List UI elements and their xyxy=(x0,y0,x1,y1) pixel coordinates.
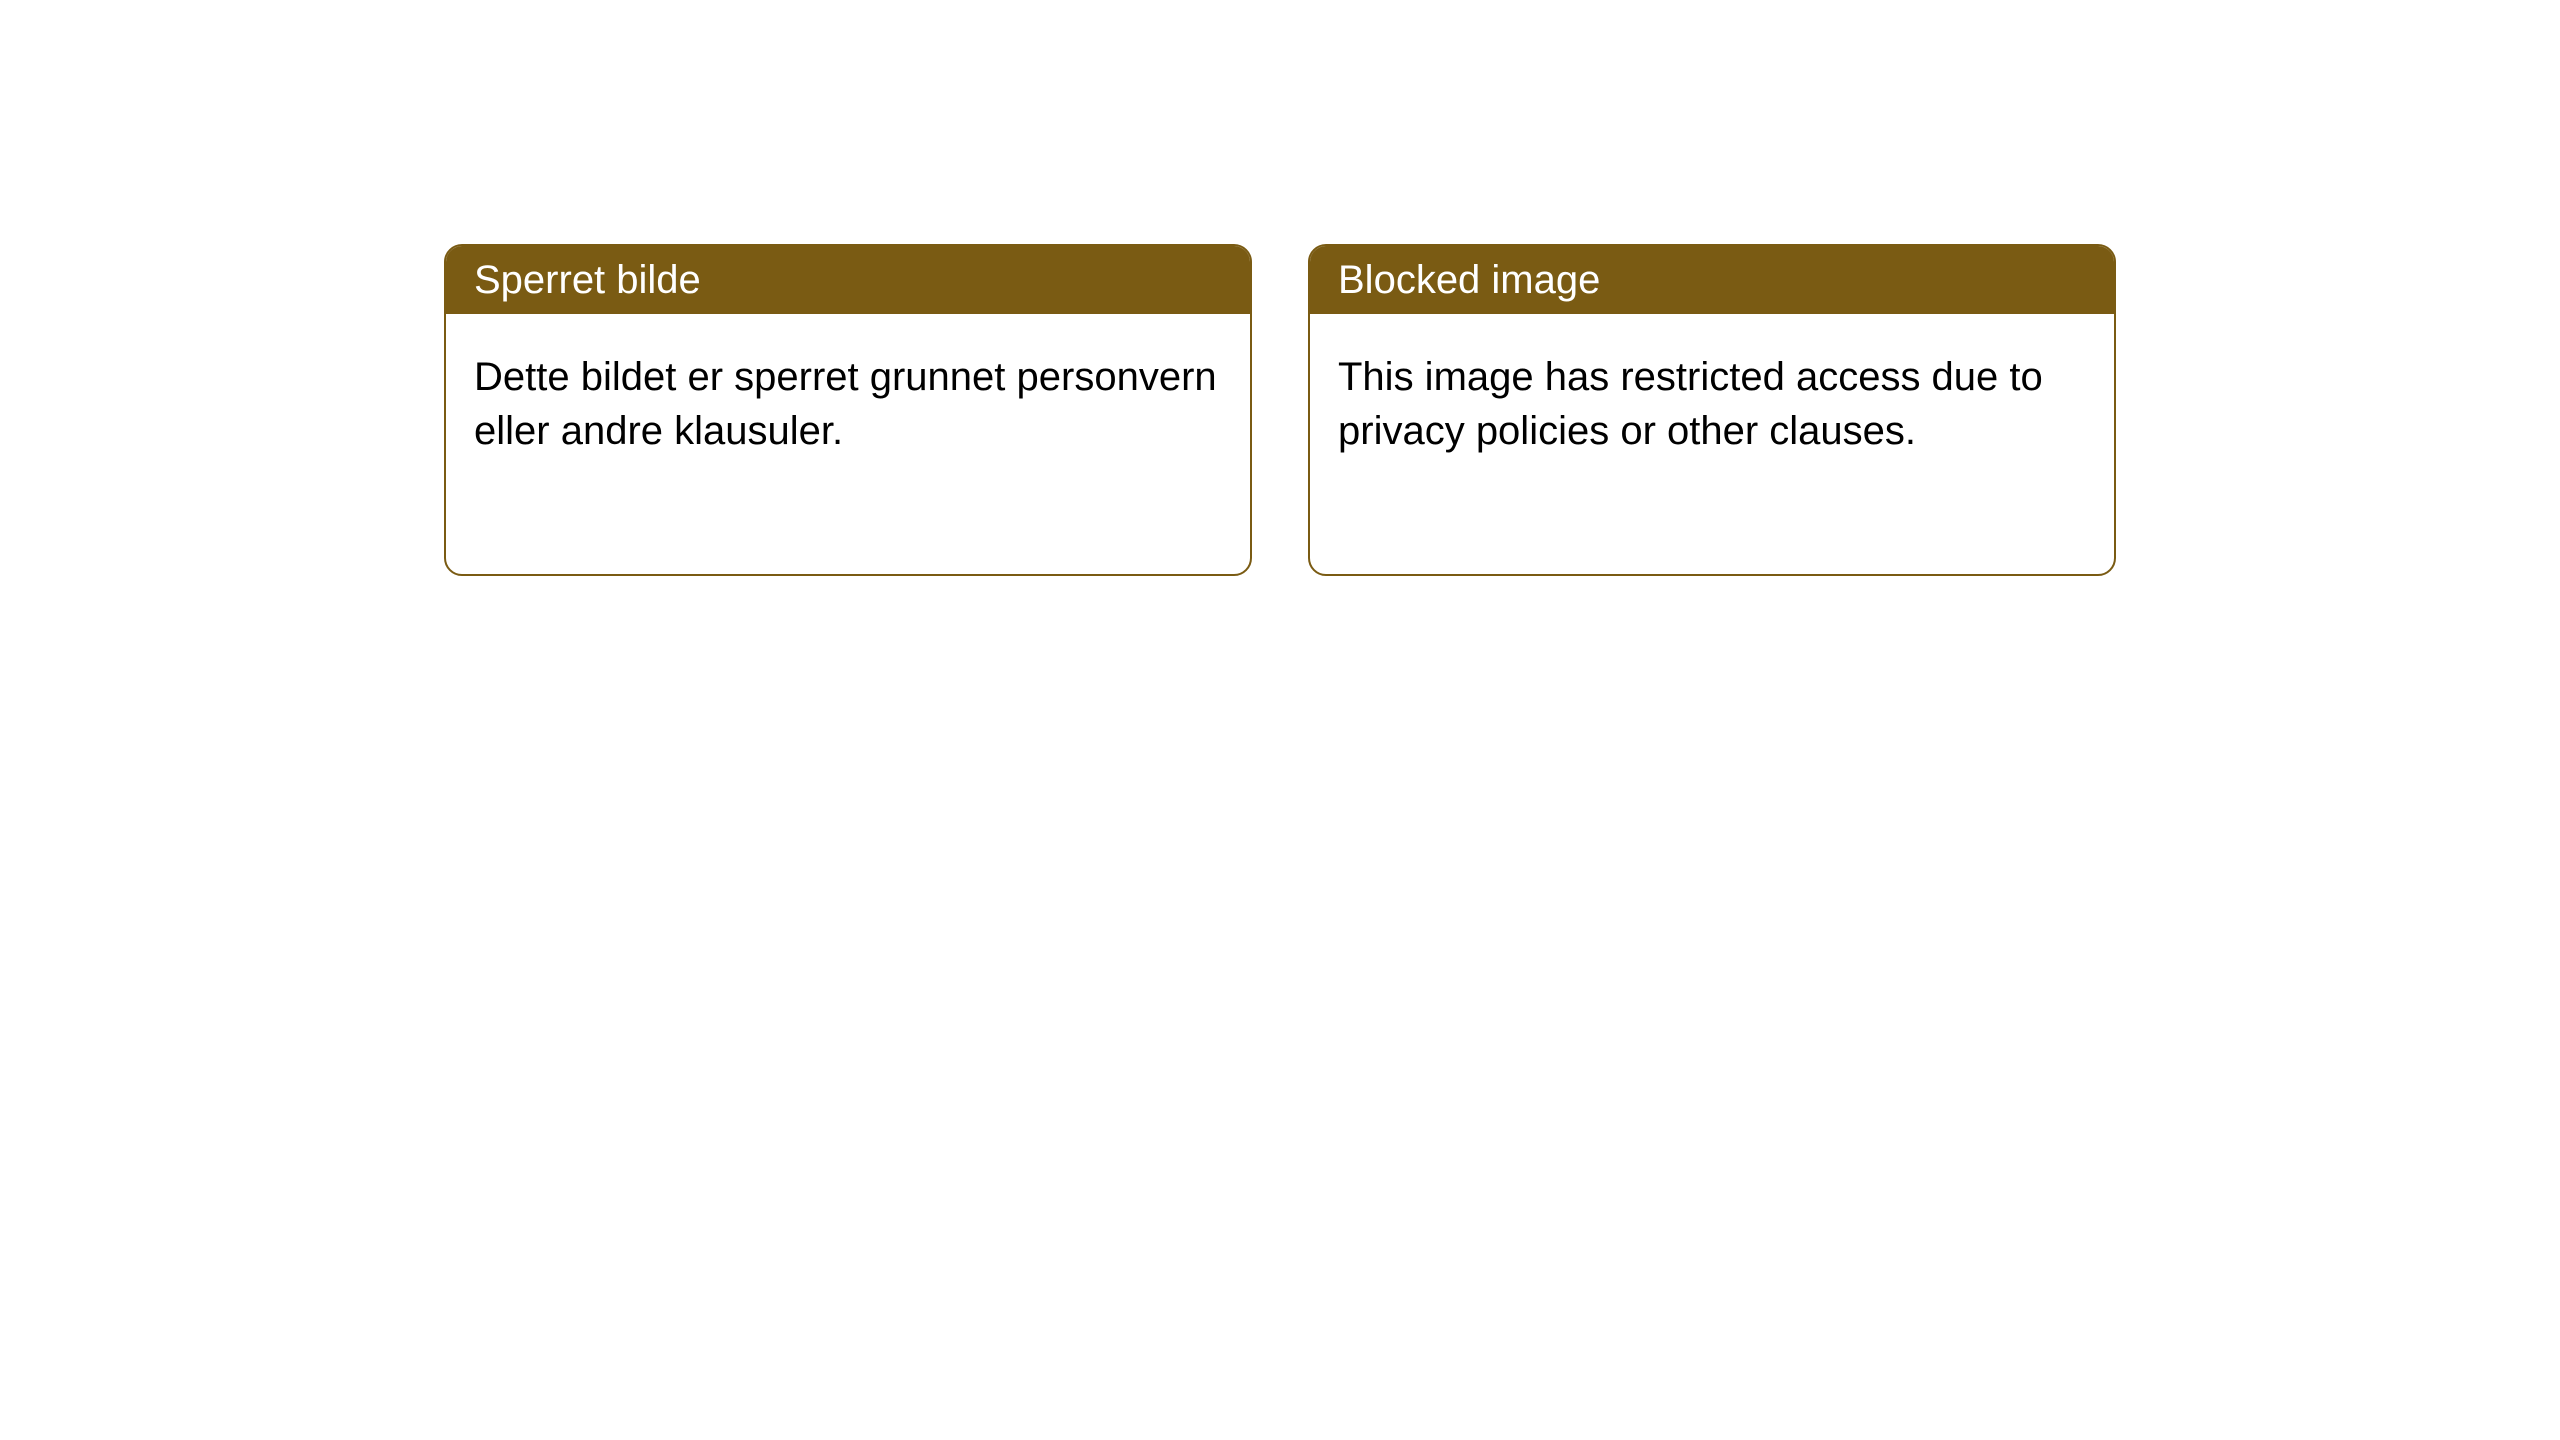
card-title-norwegian: Sperret bilde xyxy=(446,246,1250,314)
card-title-english: Blocked image xyxy=(1310,246,2114,314)
card-body-english: This image has restricted access due to … xyxy=(1310,314,2114,574)
blocked-image-card-norwegian: Sperret bilde Dette bildet er sperret gr… xyxy=(444,244,1252,576)
card-body-norwegian: Dette bildet er sperret grunnet personve… xyxy=(446,314,1250,574)
blocked-image-card-english: Blocked image This image has restricted … xyxy=(1308,244,2116,576)
blocked-image-notice-container: Sperret bilde Dette bildet er sperret gr… xyxy=(444,244,2116,576)
